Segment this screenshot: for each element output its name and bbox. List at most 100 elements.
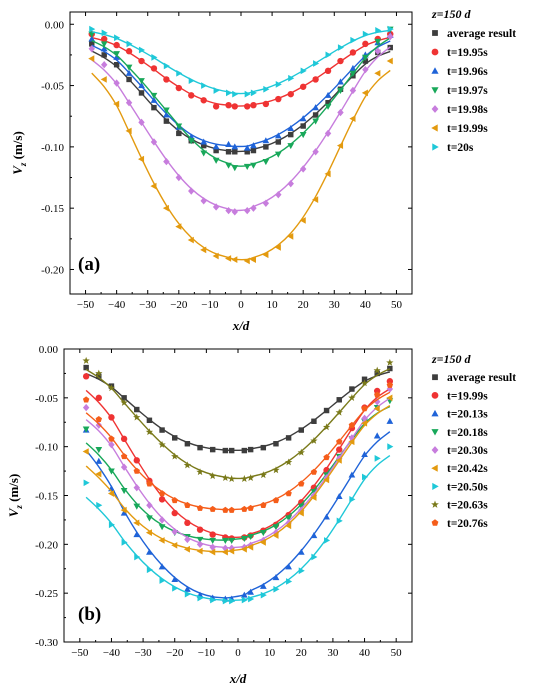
data-point [212,203,220,211]
data-point [350,36,357,44]
legend-label: average result [447,372,516,384]
data-point [176,130,182,137]
data-point [241,505,248,512]
panel-label: (a) [78,254,100,275]
x-tick-label: 0 [235,647,241,659]
data-point [260,444,267,451]
legend: z=150 d average result t=19.95s t=19.96s t=1… [431,7,516,154]
data-point [311,418,317,424]
data-point [228,506,235,513]
data-point [259,539,266,546]
data-point [159,577,166,584]
data-point [240,475,248,483]
x-tick-label: −20 [166,647,184,659]
data-point [138,57,145,65]
data-point [312,148,319,156]
data-point [229,597,236,605]
data-point [228,547,235,555]
series-t-19-99s [82,373,394,542]
data-point [348,421,356,428]
data-point [324,67,332,75]
data-point [184,590,191,598]
data-point [163,111,170,118]
data-point [250,142,257,149]
data-point [274,132,282,139]
data-point [196,526,204,533]
data-point [150,92,158,99]
data-point [196,536,204,543]
data-point [374,69,381,77]
data-point [361,405,368,412]
legend-marker [431,105,439,113]
data-point [163,107,170,114]
data-point [188,187,195,195]
data-point [83,364,89,371]
data-point [225,101,232,109]
data-point [96,373,102,380]
data-point [362,30,369,38]
data-point [134,406,140,413]
data-point [299,115,307,122]
data-point [324,537,331,544]
fit-curve [85,405,391,541]
x-tick-label: 50 [391,647,403,659]
data-point [163,62,170,70]
data-point [262,100,270,108]
data-point [231,208,238,216]
legend-marker [431,519,439,526]
data-point [200,246,207,254]
data-point [362,54,369,61]
plot-frame [69,11,413,295]
data-point [263,144,269,150]
data-point [310,532,318,539]
data-point [121,539,128,546]
data-point [213,147,219,154]
data-point [146,480,153,487]
data-point [299,165,307,173]
legend-marker [432,482,439,490]
data-point [187,138,195,145]
y-tick-label: -0.05 [41,81,64,93]
data-point [348,393,356,401]
data-point [247,588,255,595]
data-point [150,182,157,190]
data-point [171,575,179,583]
data-point [373,366,381,374]
data-point [244,206,251,215]
data-point [247,446,254,453]
data-point [349,386,355,392]
data-point [231,256,238,264]
data-point [113,100,120,108]
data-point [100,76,107,83]
data-point [323,513,330,520]
x-tick-label: 10 [264,647,276,659]
data-point [243,144,251,151]
x-tick-label: 10 [267,299,279,311]
data-point [297,509,304,517]
data-point [349,64,357,71]
legend-marker [432,30,438,36]
data-point [184,535,191,544]
data-point [250,101,257,109]
legend-marker [431,392,439,399]
data-point [126,76,132,83]
data-point [133,531,141,538]
panel-label: (b) [78,604,101,625]
legend: z=150 d average result t=19.99s t=20.13s t=2… [431,352,516,530]
data-point [273,585,280,593]
data-point [325,51,332,59]
data-point [300,67,307,75]
data-point [243,163,251,171]
data-point [337,44,345,51]
data-point [243,257,250,265]
data-point [196,468,204,476]
y-tick-label: -0.25 [35,588,58,600]
data-point [287,179,294,188]
data-point [108,414,115,421]
data-point [285,515,292,522]
data-point [113,41,120,49]
data-point [158,563,166,570]
data-point [95,470,102,478]
data-point [159,427,165,433]
